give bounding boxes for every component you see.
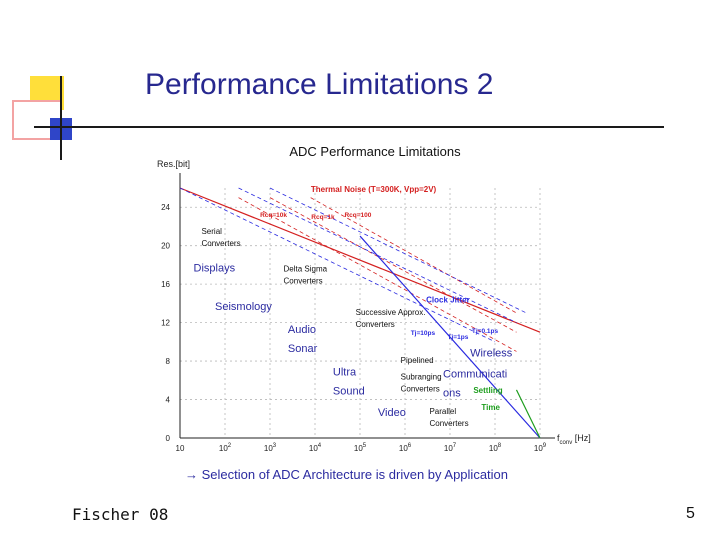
slide-title: Performance Limitations 2: [145, 68, 494, 101]
caption-arrow-icon: →: [185, 467, 198, 482]
application-label: Sound: [333, 386, 365, 398]
architecture-label: Converters: [356, 320, 395, 329]
x-tick-label: 105: [354, 443, 367, 453]
x-tick-label: 106: [399, 443, 412, 453]
x-tick-label: 102: [219, 443, 232, 453]
line-annotation: Rcq=1k: [311, 214, 335, 221]
adc-performance-chart: 0 4 8 12 16 20 24 10 102 103 104 105 106 107 108 109 ADC…: [145, 138, 605, 458]
series-line: [310, 197, 517, 314]
line-annotation: Time: [481, 403, 500, 412]
application-label: Sonar: [288, 343, 318, 355]
application-label: Audio: [288, 324, 316, 336]
y-tick-label: 0: [166, 434, 171, 443]
series-line: [269, 187, 527, 314]
x-tick-label: 104: [309, 443, 322, 453]
y-tick-label: 4: [166, 396, 171, 405]
line-annotation: Rcq=10k: [260, 212, 287, 219]
y-axis-label: Res.[bit]: [157, 159, 190, 169]
y-tick-label: 20: [161, 242, 170, 251]
architecture-label: Successive Approx.: [356, 308, 426, 317]
x-tick-label: 107: [444, 443, 457, 453]
chart-svg: 0 4 8 12 16 20 24 10 102 103 104 105 106 107 108 109 ADC…: [157, 144, 591, 453]
footer-author: Fischer 08: [72, 505, 169, 524]
application-label: ons: [443, 387, 461, 399]
application-label: Communicati: [443, 368, 507, 380]
architecture-label: Pipelined: [401, 356, 434, 365]
architecture-label: Subranging: [401, 372, 442, 381]
line-annotation: Tj=0.1ps: [472, 328, 499, 335]
x-tick-label: 109: [534, 443, 547, 453]
series-line: [238, 197, 517, 352]
series-line: [238, 187, 517, 323]
chart-title: ADC Performance Limitations: [289, 144, 461, 159]
series-line: [179, 187, 541, 333]
application-label: Displays: [194, 263, 236, 275]
line-annotation: Settling: [473, 386, 502, 395]
application-label: Seismology: [215, 301, 272, 313]
line-annotation: Tj=10ps: [411, 330, 436, 337]
series-line: [179, 187, 496, 343]
y-tick-label: 12: [161, 319, 170, 328]
y-tick-label: 8: [166, 357, 171, 366]
decor-vertical-rule: [60, 76, 62, 160]
series-line: [515, 389, 541, 439]
architecture-label: Converters: [201, 239, 240, 248]
caption-text: Selection of ADC Architecture is driven …: [201, 467, 509, 482]
architecture-label: Parallel: [429, 407, 456, 416]
series-line: [359, 235, 541, 439]
x-tick-label: 108: [489, 443, 502, 453]
architecture-label: Delta Sigma: [284, 265, 328, 274]
architecture-label: Converters: [429, 419, 468, 428]
line-annotation: Tj=1ps: [448, 334, 469, 341]
line-annotation: Clock Jitter: [426, 295, 470, 304]
x-tick-label: 103: [264, 443, 277, 453]
page-number: 5: [686, 505, 695, 522]
line-annotation: Rcq=100: [344, 212, 371, 219]
application-label: Ultra: [333, 367, 357, 379]
architecture-label: Serial: [201, 227, 222, 236]
y-tick-label: 16: [161, 280, 170, 289]
x-tick-label: 10: [176, 444, 185, 453]
architecture-label: Converters: [401, 384, 440, 393]
application-label: Wireless: [470, 347, 513, 359]
application-label: Video: [378, 407, 406, 419]
x-axis-label: fconv [Hz]: [557, 433, 591, 446]
y-tick-label: 24: [161, 203, 170, 212]
line-annotation: Thermal Noise (T=300K, Vpp=2V): [311, 185, 437, 194]
title-underline-rule: [34, 126, 664, 128]
architecture-label: Converters: [284, 277, 323, 286]
caption: → Selection of ADC Architecture is drive…: [185, 467, 508, 482]
series-line: [269, 197, 517, 333]
